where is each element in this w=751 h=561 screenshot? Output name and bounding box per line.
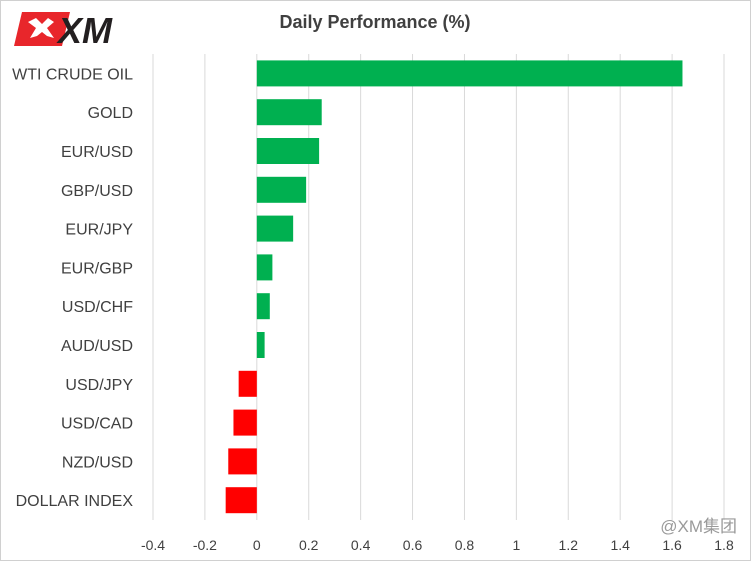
x-tick-label: 1.6 — [662, 537, 682, 553]
x-tick-label: -0.4 — [141, 537, 165, 553]
bar-usd-jpy — [238, 370, 257, 397]
x-tick-label: 0.2 — [299, 537, 319, 553]
category-label: WTI CRUDE OIL — [12, 66, 133, 83]
xm-logo: XM — [14, 8, 154, 51]
watermark: @XM集团 — [660, 517, 737, 536]
bar-aud-usd — [256, 332, 265, 358]
category-label: DOLLAR INDEX — [16, 493, 134, 510]
bars — [225, 60, 683, 514]
logo-text: XM — [56, 10, 113, 50]
category-label: NZD/USD — [62, 454, 133, 471]
category-label: GOLD — [88, 105, 133, 122]
bar-gold — [256, 99, 322, 126]
category-label: EUR/JPY — [65, 222, 133, 239]
x-tick-label: 0.6 — [403, 537, 423, 553]
bar-eur-jpy — [256, 215, 294, 242]
category-label: USD/CHF — [62, 299, 133, 316]
category-label: AUD/USD — [61, 338, 133, 355]
bar-usd-chf — [256, 293, 270, 320]
bar-nzd-usd — [228, 448, 257, 475]
x-tick-label: 1.4 — [610, 537, 630, 553]
x-tick-label: 0.4 — [351, 537, 371, 553]
chart-title: Daily Performance (%) — [279, 12, 471, 32]
category-label: EUR/GBP — [61, 260, 133, 277]
bar-eur-gbp — [256, 254, 273, 281]
bar-wti-crude-oil — [256, 60, 683, 87]
bar-eur-usd — [256, 138, 320, 164]
bar-gbp-usd — [256, 176, 307, 203]
category-label: GBP/USD — [61, 183, 133, 200]
category-label: EUR/USD — [61, 144, 133, 161]
x-tick-labels: -0.4 -0.2 0 0.2 0.4 0.6 0.8 1 1.2 1.4 1.6 1.8 — [141, 537, 734, 553]
category-label: USD/CAD — [61, 416, 133, 433]
x-tick-label: 1 — [512, 537, 520, 553]
x-tick-label: 1.2 — [559, 537, 579, 553]
bar-dollar-index — [225, 487, 257, 514]
x-tick-label: 0 — [253, 537, 261, 553]
xm-logo-icon: XM — [14, 10, 113, 51]
x-tick-label: 0.8 — [455, 537, 475, 553]
x-tick-label: 1.8 — [714, 537, 734, 553]
bar-usd-cad — [233, 409, 257, 436]
category-label: USD/JPY — [65, 377, 133, 394]
x-tick-label: -0.2 — [193, 537, 217, 553]
category-labels: WTI CRUDE OIL GOLD EUR/USD GBP/USD EUR/JPY EU… — [12, 66, 133, 510]
gridlines — [152, 54, 725, 520]
